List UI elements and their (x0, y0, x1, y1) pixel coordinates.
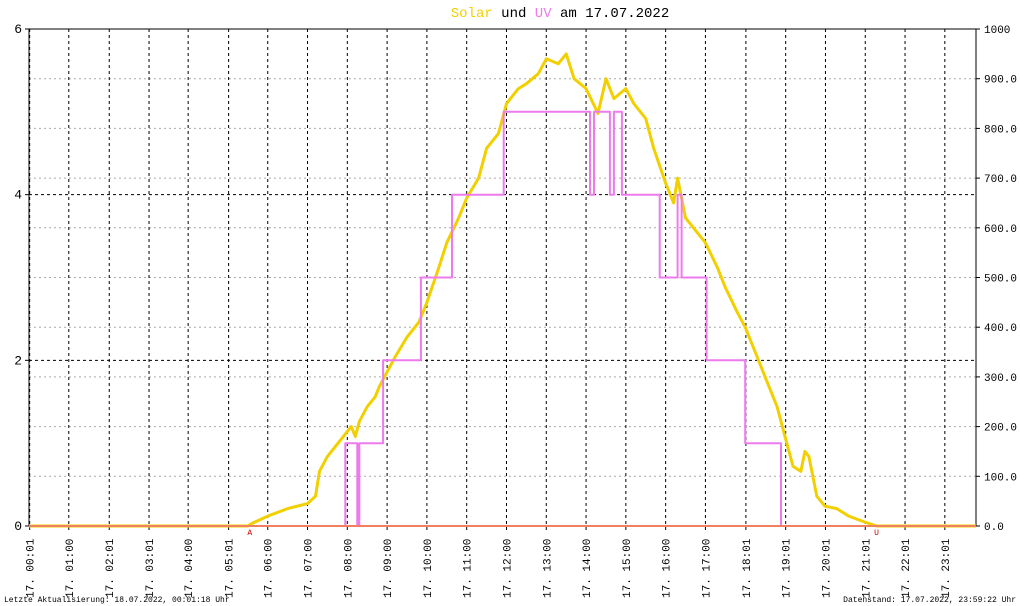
x-tick-label: 17. 19:01 (782, 538, 794, 598)
footer-right: Datenstand: 17.07.2022, 23:59:22 Uhr (843, 596, 1016, 605)
y2-tick-label: 500.0 (984, 274, 1017, 286)
x-tick-label: 17. 02:01 (105, 538, 117, 598)
y2-tick-label: 700.0 (984, 174, 1017, 186)
y2-tick-label: 400.0 (984, 323, 1017, 335)
series-line (29, 110, 976, 527)
x-tick-label: 17. 04:00 (184, 539, 196, 598)
x-tick-label: 17. 09:00 (383, 539, 395, 598)
y2-tick-label: 300.0 (984, 373, 1017, 385)
annotation: U (874, 529, 879, 538)
x-tick-label: 17. 17:00 (701, 539, 713, 598)
title-solar: Solar (451, 6, 493, 22)
x-tick-label: 17. 03:01 (145, 538, 157, 598)
x-tick-label: 17. 06:00 (264, 539, 276, 598)
y2-tick-label: 800.0 (984, 124, 1017, 136)
title-connector: und (501, 6, 526, 22)
y-tick-label: 6 (14, 22, 22, 37)
x-tick-label: 17. 18:01 (742, 538, 754, 598)
chart-title: Solar und UV am 17.07.2022 (451, 6, 669, 22)
y-tick-label: 4 (14, 188, 22, 203)
footer-left: Letzte Aktualisierung: 18.07.2022, 00:01… (4, 596, 230, 605)
x-tick-label: 17. 08:00 (343, 539, 355, 598)
title-date: am 17.07.2022 (560, 6, 669, 22)
x-tick-label: 17. 14:00 (582, 539, 594, 598)
x-tick-label: 17. 16:00 (662, 539, 674, 598)
y2-tick-label: 200.0 (984, 423, 1017, 435)
y2-tick-label: 0.0 (984, 522, 1004, 534)
y2-tick-label: 100.0 (984, 472, 1017, 484)
x-tick-label: 17. 21:01 (861, 538, 873, 598)
y2-tick-label: 1000 (984, 25, 1010, 37)
x-tick-label: 17. 11:00 (463, 539, 475, 598)
x-tick-label: 17. 12:00 (502, 539, 514, 598)
x-tick-label: 17. 07:00 (304, 539, 316, 598)
x-tick-label: 17. 20:01 (821, 538, 833, 598)
x-tick-label: 17. 13:00 (542, 539, 554, 598)
plot-area (29, 29, 976, 526)
y2-tick-label: 900.0 (984, 75, 1017, 87)
x-tick-label: 17. 01:00 (65, 539, 77, 598)
x-tick-label: 17. 22:01 (901, 538, 913, 598)
series-line (29, 52, 976, 528)
x-tick-label: 17. 15:00 (622, 539, 634, 598)
y2-tick-label: 600.0 (984, 224, 1017, 236)
x-tick-label: 17. 23:01 (941, 538, 953, 598)
annotation: A (247, 529, 252, 538)
x-tick-label: 17. 10:00 (423, 539, 435, 598)
y-tick-label: 2 (14, 353, 22, 368)
title-uv: UV (535, 6, 552, 22)
x-tick-label: 17. 05:01 (225, 538, 237, 598)
x-tick-label: 17. 00:01 (26, 538, 38, 598)
y-tick-label: 0 (14, 519, 22, 534)
